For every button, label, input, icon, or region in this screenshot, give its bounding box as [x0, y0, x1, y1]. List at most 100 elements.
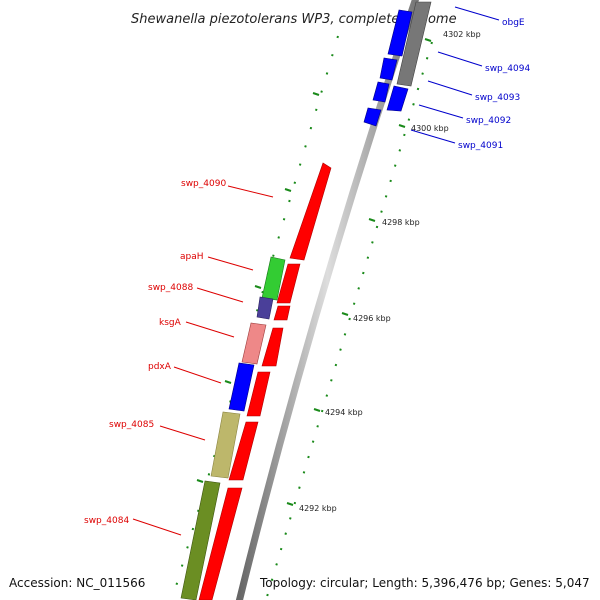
scale-dot — [270, 578, 274, 581]
scale-dot — [197, 509, 200, 513]
scale-dot — [256, 309, 259, 312]
left-gene-labels: swp_4090 apaH swp_4088 ksgA pdxA swp_408… — [84, 179, 274, 536]
tick-mark — [254, 285, 262, 289]
gene-pdxA-arrow[interactable] — [246, 371, 271, 417]
gene-label-swp-4084[interactable]: swp_4084 — [84, 516, 129, 526]
gene-label-pdxA[interactable]: pdxA — [148, 362, 172, 372]
tick-label: 4294 kbp — [325, 408, 363, 417]
tick-mark — [424, 38, 432, 42]
feature-swp-4088[interactable] — [256, 296, 274, 320]
tick-mark — [368, 218, 376, 222]
scale-dot — [277, 236, 280, 239]
scale-dot — [298, 486, 301, 489]
leader-line — [437, 51, 483, 67]
scale-dot — [272, 254, 275, 257]
scale-dot — [304, 145, 307, 148]
gene-swp-4085-arrow[interactable] — [228, 421, 259, 481]
scale-dot — [331, 53, 334, 57]
tick-labels: 4302 kbp 4300 kbp 4298 kbp 4296 kbp 4294… — [299, 30, 481, 513]
gene-apaH-arrow[interactable] — [276, 263, 301, 304]
scale-dot — [293, 501, 297, 505]
gene-label-swp-4091[interactable]: swp_4091 — [458, 141, 503, 151]
tick-label: 4292 kbp — [299, 504, 337, 513]
gene-label-swp-4094[interactable]: swp_4094 — [485, 64, 530, 74]
scale-dot — [430, 41, 433, 45]
scale-dot — [362, 271, 365, 275]
scale-dot — [348, 317, 351, 321]
tick-mark — [196, 479, 204, 483]
scale-dot — [416, 87, 420, 91]
tick-mark — [224, 380, 232, 384]
gene-swp-4092[interactable] — [386, 85, 409, 112]
gene-label-swp-4088[interactable]: swp_4088 — [148, 283, 193, 293]
scale-dot — [311, 440, 315, 443]
scale-dot — [289, 517, 292, 520]
leader-line — [454, 6, 500, 21]
scale-dot — [309, 126, 313, 130]
scale-dot — [330, 379, 333, 382]
feature-ksgA[interactable] — [241, 322, 267, 365]
tick-mark — [312, 92, 320, 96]
gene-label-obgE[interactable]: obgE — [502, 18, 525, 28]
topology-label: Topology: circular; Length: 5,396,476 bp… — [259, 576, 590, 590]
gene-swp-4094[interactable] — [379, 57, 398, 81]
gene-swp-4084-arrow[interactable] — [198, 487, 243, 600]
gene-swp-4091[interactable] — [363, 107, 382, 127]
leader-line — [207, 256, 254, 271]
gene-obgE[interactable] — [387, 9, 413, 57]
gene-ksgA-arrow[interactable] — [261, 327, 284, 367]
scale-dot — [180, 564, 184, 567]
leader-line — [427, 80, 473, 96]
scale-dot — [266, 593, 269, 597]
feature-swp-4085[interactable] — [210, 411, 241, 479]
feature-swp-4084[interactable] — [180, 480, 221, 600]
scale-dot — [207, 473, 211, 476]
gene-label-swp-4090[interactable]: swp_4090 — [181, 179, 226, 189]
scale-dot — [320, 409, 324, 413]
scale-dot — [366, 256, 370, 259]
scale-dot — [403, 133, 406, 137]
scale-dot — [175, 582, 179, 586]
tick-label: 4296 kbp — [353, 314, 391, 323]
scale-dot — [384, 195, 388, 198]
scale-dot — [393, 164, 397, 167]
scale-dot — [315, 108, 318, 112]
leader-line — [173, 366, 222, 384]
scale-dot — [425, 57, 429, 60]
tick-mark — [398, 124, 406, 128]
scale-dot — [343, 333, 347, 336]
scale-dot — [375, 225, 379, 229]
scale-dot — [412, 103, 415, 106]
gene-label-swp-4093[interactable]: swp_4093 — [475, 93, 520, 103]
scale-dot — [282, 217, 286, 221]
right-gene-labels: obgE swp_4094 swp_4093 swp_4092 swp_4091 — [410, 6, 530, 151]
tick-mark — [286, 502, 294, 506]
gene-label-swp-4085[interactable]: swp_4085 — [109, 420, 154, 430]
leader-line — [196, 287, 244, 303]
top-right-genes — [363, 1, 432, 127]
feature-pdxA[interactable] — [228, 362, 255, 412]
gene-label-ksgA[interactable]: ksgA — [159, 318, 182, 328]
scale-dot — [352, 302, 356, 305]
gene-label-apaH[interactable]: apaH — [180, 252, 204, 262]
tick-mark — [284, 188, 292, 192]
leader-line — [410, 129, 456, 144]
scale-dot — [325, 72, 329, 75]
scale-dot — [213, 454, 216, 458]
gene-swp-4093[interactable] — [372, 81, 390, 103]
scale-dot — [371, 241, 374, 244]
tick-label: 4300 kbp — [411, 124, 449, 133]
gene-label-swp-4092[interactable]: swp_4092 — [466, 116, 511, 126]
scale-dot — [407, 118, 411, 121]
feature-grey[interactable] — [396, 1, 432, 87]
tick-label: 4298 kbp — [382, 218, 420, 227]
gene-swp-4090[interactable] — [289, 162, 332, 261]
gene-swp-4088-arrow[interactable] — [273, 305, 291, 321]
scale-dot — [421, 72, 424, 75]
tick-label: 4302 kbp — [443, 30, 481, 39]
scale-dot — [320, 90, 323, 93]
scale-dot — [357, 287, 360, 290]
leader-line — [159, 425, 206, 441]
scale-dot — [339, 348, 342, 351]
